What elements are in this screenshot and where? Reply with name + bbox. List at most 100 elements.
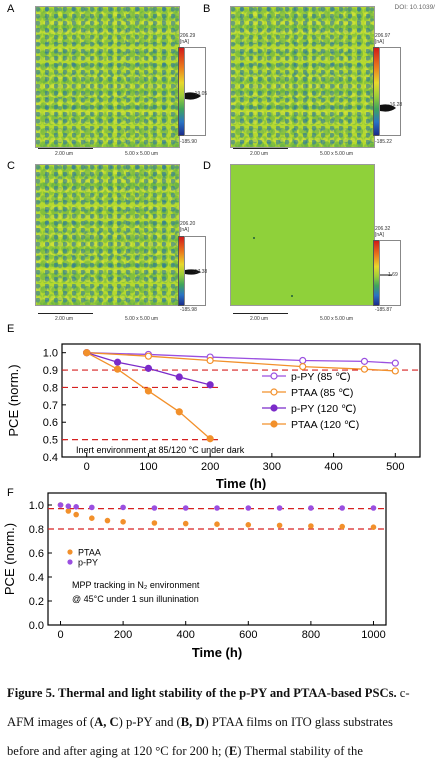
caption-ref: A, C <box>94 715 119 729</box>
y-tick-label: 0.4 <box>29 572 44 584</box>
data-point <box>89 504 95 511</box>
afm-image-d <box>230 164 375 306</box>
afm-max-c: 206.20 <box>180 221 196 227</box>
data-point <box>308 505 314 511</box>
histogram-a <box>184 47 206 136</box>
data-point <box>120 504 126 511</box>
x-tick-label: 400 <box>324 461 342 473</box>
panel-label-f: F <box>7 487 14 499</box>
caption-ref: B, D <box>180 715 205 729</box>
data-point <box>299 362 307 371</box>
scale-label-b: 2.00 um <box>250 151 269 157</box>
afm-unit-d: [nA] <box>375 232 384 238</box>
caption-text: ) Thermal stability of the <box>237 744 363 758</box>
afm-min-d: -185.87 <box>375 307 392 313</box>
afm-min-b: -185.22 <box>375 139 392 145</box>
data-point <box>151 520 158 526</box>
data-point <box>65 503 72 510</box>
legend-label: PTAA (85 ℃) <box>291 387 353 399</box>
caption-line-3: before and after aging at 120 °C for 200… <box>7 741 435 762</box>
data-point <box>245 521 252 528</box>
panel-label-a: A <box>7 3 15 15</box>
legend-marker <box>270 388 278 396</box>
x-tick-label: 200 <box>201 461 219 473</box>
afm-image-c <box>35 164 180 306</box>
data-point <box>73 511 79 518</box>
legend-label: p-PY <box>78 558 98 568</box>
chart-e: 0 100 200 300 400 500 0.4 0.5 0.6 0.7 0.8 0.9 1.0 Tim… <box>6 343 421 490</box>
x-tick-label: 500 <box>386 461 404 473</box>
x-tick-label: 100 <box>139 461 157 473</box>
y-tick-label: 1.0 <box>29 500 44 512</box>
panel-label-d: D <box>203 160 211 172</box>
x-axis-title: Time (h) <box>192 645 242 660</box>
data-point <box>214 521 220 527</box>
data-point <box>391 359 399 367</box>
data-point <box>276 505 283 511</box>
afm-mid-c: -17.38 <box>193 269 208 275</box>
x-tick-label: 200 <box>114 629 132 641</box>
legend-label: p-PY (120 ℃) <box>291 403 356 415</box>
scale-bar-b <box>233 148 288 149</box>
afm-mid-d: 1.69 <box>388 272 398 278</box>
panel-label-c: C <box>7 160 15 172</box>
data-point <box>276 522 283 529</box>
data-point <box>73 503 79 510</box>
data-point <box>144 352 153 360</box>
y-tick-label: 0.8 <box>43 382 58 394</box>
caption-text: AFM images of ( <box>7 715 95 729</box>
plot-frame <box>61 343 421 458</box>
histogram-b <box>379 47 401 136</box>
data-point <box>120 518 126 525</box>
afm-unit-b: [nA] <box>375 39 384 45</box>
size-label-a: 5.00 x 5.00 um <box>125 151 159 157</box>
data-point <box>57 502 64 508</box>
data-point <box>214 505 220 511</box>
x-tick-label: 0 <box>84 461 90 473</box>
x-axis-title: Time (h) <box>216 476 266 490</box>
legend-label: p-PY (85 ℃) <box>291 371 350 383</box>
afm-min-c: -185.98 <box>180 307 197 313</box>
size-label-d: 5.00 x 5.00 um <box>320 316 354 322</box>
panel-label-b: B <box>203 3 211 15</box>
data-point <box>182 520 189 527</box>
legend-marker <box>67 549 73 555</box>
x-tick-label: 400 <box>177 629 195 641</box>
data-point <box>65 508 72 514</box>
y-tick-label: 0.5 <box>43 435 58 447</box>
data-point <box>113 365 122 373</box>
afm-max-b: 206.97 <box>375 33 391 39</box>
data-point <box>370 505 377 511</box>
scale-bar-a <box>38 148 93 149</box>
legend-label: PTAA <box>78 548 101 558</box>
x-tick-label: 600 <box>239 629 257 641</box>
caption-ref: E <box>228 744 238 758</box>
chart-annotation: MPP tracking in N₂ environment <box>72 580 200 590</box>
series-line <box>86 352 396 372</box>
data-point <box>151 505 158 511</box>
data-point <box>339 505 345 511</box>
caption-text: ) p-PY and ( <box>118 715 181 729</box>
x-tick-label: 800 <box>302 629 320 641</box>
chart-annotation: @ 45°C under 1 sun illunination <box>72 594 199 604</box>
afm-image-b <box>230 6 375 148</box>
x-tick-label: 1000 <box>361 629 385 641</box>
data-point <box>360 357 369 365</box>
data-point <box>245 505 252 511</box>
y-tick-label: 0.8 <box>29 524 44 536</box>
data-point <box>83 349 91 357</box>
data-point <box>206 356 214 365</box>
doi-text: DOI: 10.1039/ <box>394 4 435 11</box>
panel-label-e: E <box>7 323 15 335</box>
data-point <box>339 523 345 530</box>
caption-title: Figure 5. Thermal and light stability of… <box>7 686 397 700</box>
afm-mid-a: -19.05 <box>193 91 208 97</box>
data-point <box>206 381 214 389</box>
afm-mid-b: -16.28 <box>388 102 403 108</box>
x-tick-label: 300 <box>263 461 281 473</box>
chart-f: 0 200 400 600 800 1000 0.0 0.2 0.4 0.6 0.8 1.0 Time … <box>2 492 387 660</box>
series-line <box>86 352 396 364</box>
afm-unit-c: [nA] <box>180 227 189 233</box>
data-point <box>113 358 122 366</box>
y-tick-label: 0.9 <box>43 365 58 377</box>
